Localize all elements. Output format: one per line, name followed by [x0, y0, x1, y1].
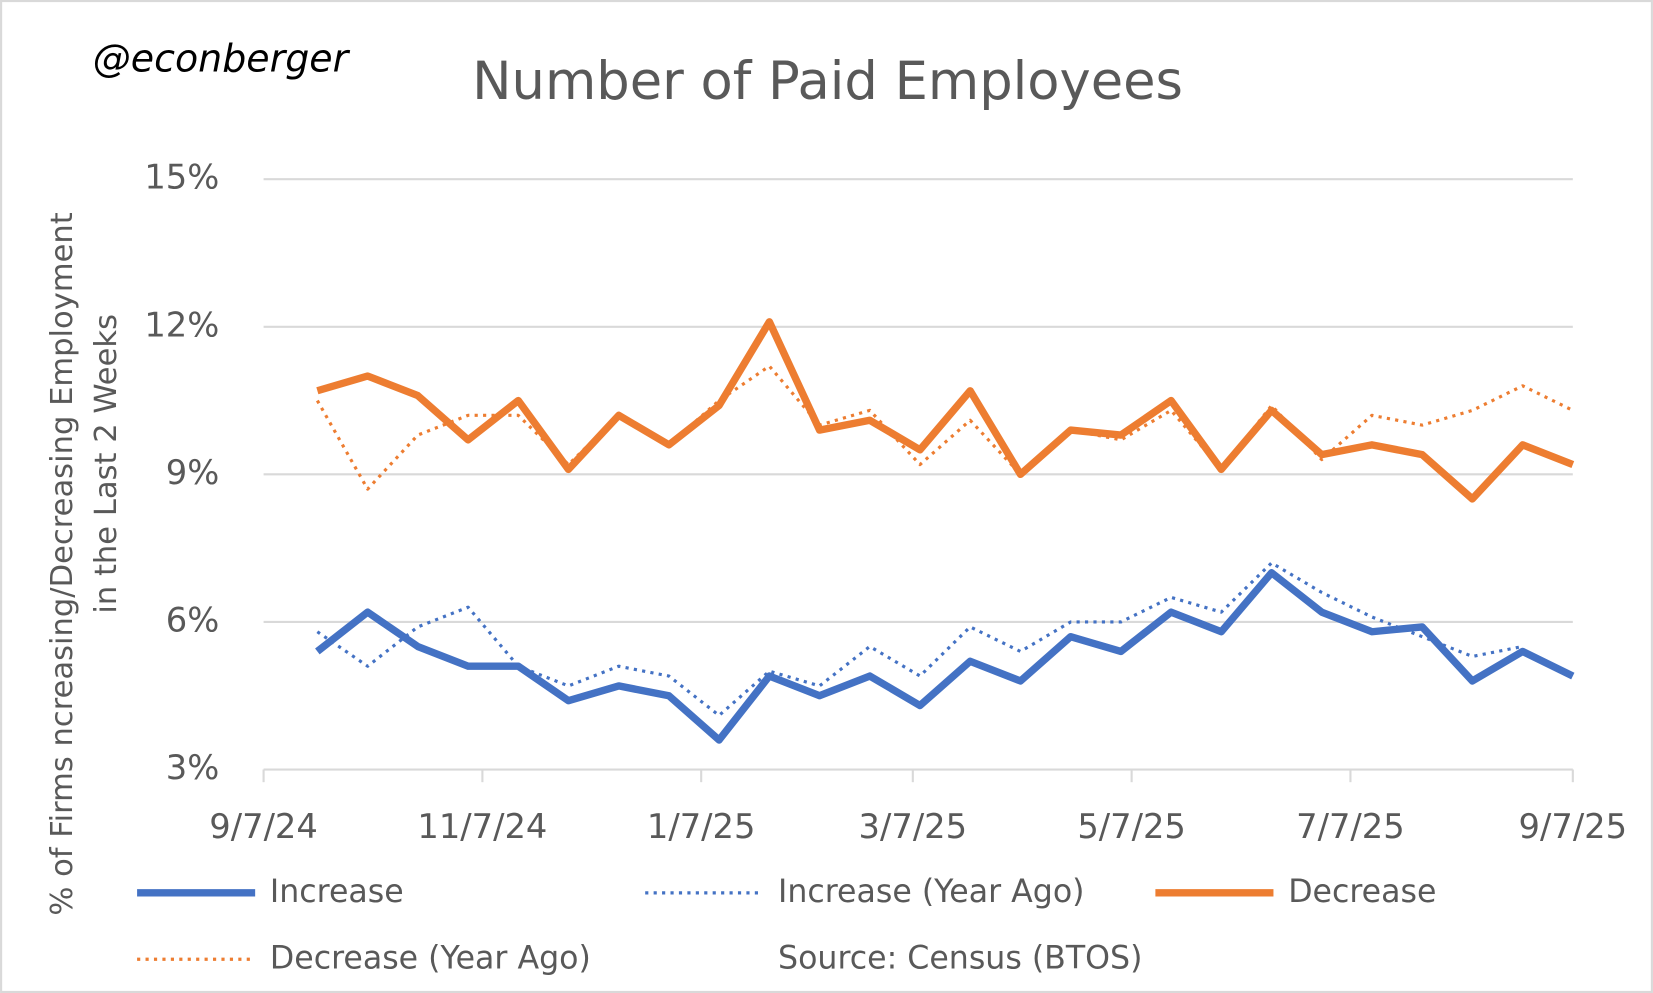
y-tick-label: 6%	[166, 600, 220, 639]
y-axis-label: in the Last 2 Weeks	[89, 314, 124, 614]
handle: @econberger	[93, 37, 351, 81]
series-line	[316, 561, 1523, 718]
legend-label: Decrease	[1288, 874, 1436, 910]
x-tick-label: 9/7/25	[1519, 807, 1628, 846]
legend-label: Decrease (Year Ago)	[270, 940, 591, 976]
legend-label: Increase	[270, 874, 404, 910]
y-tick-label: 3%	[166, 748, 220, 787]
x-tick-label: 11/7/24	[417, 807, 547, 846]
y-tick-label: 9%	[166, 453, 220, 492]
x-tick-label: 9/7/24	[209, 807, 318, 846]
x-tick-label: 7/7/25	[1296, 807, 1405, 846]
legend-label: Increase (Year Ago)	[778, 874, 1084, 910]
series-line	[315, 569, 1575, 744]
y-axis-label: % of Firms ncreasing/Decreasing Employme…	[45, 212, 80, 915]
series-line	[315, 364, 1574, 491]
x-tick-label: 5/7/25	[1077, 807, 1186, 846]
chart-title: Number of Paid Employees	[472, 51, 1183, 112]
x-tick-label: 3/7/25	[859, 807, 968, 846]
x-tick-label: 1/7/25	[647, 807, 756, 846]
y-tick-label: 12%	[144, 305, 219, 344]
source-note: Source: Census (BTOS)	[778, 940, 1142, 976]
series-line	[316, 318, 1575, 503]
y-tick-label: 15%	[144, 158, 219, 197]
